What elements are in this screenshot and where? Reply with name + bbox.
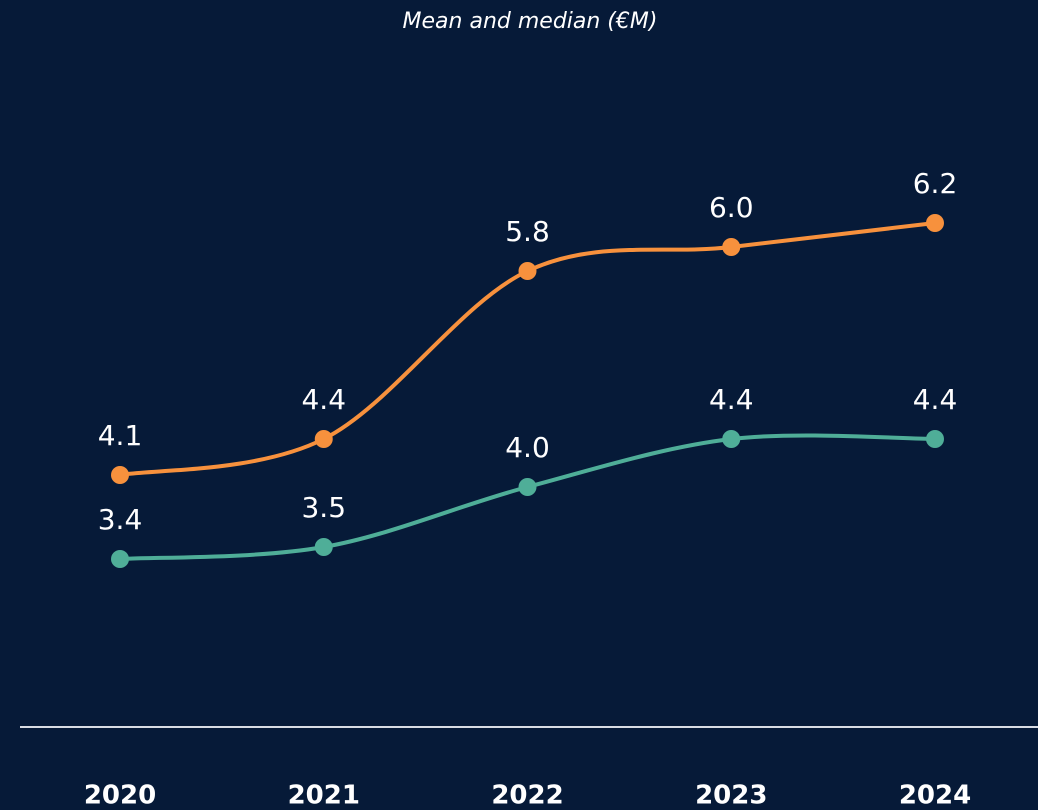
data-point — [722, 238, 741, 256]
chart-title: Mean and median (€M) — [403, 9, 658, 34]
data-point — [518, 262, 537, 280]
data-point — [722, 430, 741, 448]
data-label: 4.4 — [301, 383, 346, 416]
x-tick-label: 2024 — [899, 781, 971, 810]
data-point — [111, 550, 129, 568]
x-tick-label: 2023 — [695, 781, 767, 810]
data-label: 6.0 — [709, 191, 754, 224]
data-point — [111, 466, 129, 484]
data-label: 3.5 — [301, 491, 346, 524]
data-label: 6.2 — [913, 167, 958, 200]
data-label: 4.4 — [913, 383, 958, 416]
data-label: 4.0 — [505, 431, 550, 464]
data-point — [314, 430, 333, 448]
data-point — [926, 214, 944, 232]
data-label: 4.1 — [98, 419, 143, 452]
data-label: 4.4 — [709, 383, 754, 416]
x-tick-label: 2021 — [288, 781, 360, 810]
data-label: 3.4 — [98, 503, 143, 536]
data-label: 5.8 — [505, 215, 550, 248]
data-point — [518, 478, 537, 496]
x-tick-label: 2022 — [491, 781, 563, 810]
data-point — [926, 430, 944, 448]
data-point — [314, 538, 333, 556]
x-tick-label: 2020 — [84, 781, 156, 810]
